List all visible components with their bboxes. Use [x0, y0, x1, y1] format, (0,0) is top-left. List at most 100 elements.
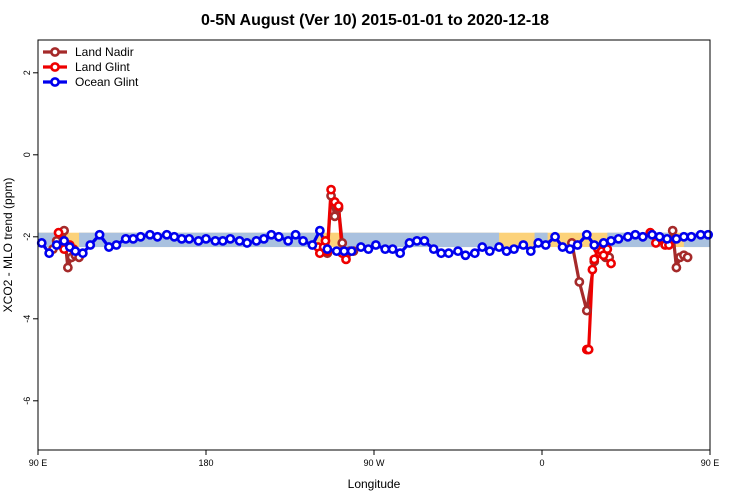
ocean-glint-point	[70, 246, 81, 257]
x-axis: 90 E 180 90 W 0 90 E	[29, 450, 720, 468]
ocean-glint-point	[572, 240, 583, 250]
land-nadir-point	[581, 305, 592, 316]
land-nadir-point	[667, 225, 678, 236]
ocean-glint-point	[193, 235, 204, 246]
y-tick-label: -2	[22, 233, 32, 241]
ocean-glint-point	[518, 240, 529, 250]
chart-title: 0-5N August (Ver 10) 2015-01-01 to 2020-…	[201, 12, 549, 29]
ocean-glint-point	[356, 242, 366, 252]
y-tick-label: 2	[22, 70, 32, 75]
y-tick-label: -4	[22, 315, 32, 323]
ocean-glint-point	[85, 240, 96, 250]
ocean-glint-point	[380, 244, 391, 254]
legend-land-glint-marker	[50, 62, 60, 72]
ocean-glint-point	[44, 248, 55, 259]
ocean-glint-point	[606, 235, 616, 246]
ocean-glint-point	[387, 244, 398, 254]
land-glint-point	[587, 264, 598, 275]
ocean-glint-point	[654, 231, 665, 242]
ocean-glint-point	[469, 248, 480, 259]
land-glint-point	[326, 184, 336, 195]
ocean-glint-point	[210, 235, 221, 246]
ocean-glint-point	[477, 242, 488, 252]
ocean-glint-point	[428, 244, 439, 254]
ocean-glint-point	[598, 238, 609, 248]
ocean-glint-point	[363, 244, 374, 254]
legend-ocean-glint-label: Ocean Glint	[75, 75, 139, 89]
legend-land-nadir-label: Land Nadir	[75, 45, 134, 59]
ocean-glint-point	[234, 235, 245, 246]
ocean-glint-point	[509, 244, 519, 254]
ocean-glint-point	[637, 231, 648, 242]
ocean-glint-point	[251, 235, 262, 246]
land-glint-point	[589, 254, 600, 265]
legend-land-glint-label: Land Glint	[75, 60, 130, 74]
ocean-glint-point	[436, 248, 447, 259]
ocean-glint-point	[419, 235, 430, 246]
land-nadir-point	[574, 276, 585, 287]
ocean-glint-point	[135, 231, 146, 242]
land-nadir-point	[329, 211, 340, 222]
x-axis-label: Longitude	[348, 477, 401, 491]
ocean-glint-point	[613, 233, 624, 244]
y-tick-label: 0	[22, 152, 32, 157]
ocean-glint-point	[565, 244, 575, 254]
series-lines	[40, 188, 709, 352]
ocean-glint-point	[703, 229, 714, 240]
y-tick-label: -6	[22, 397, 32, 405]
ocean-glint-point	[307, 240, 318, 250]
ocean-glint-point	[266, 229, 277, 240]
ocean-glint-point	[686, 231, 697, 242]
ocean-glint-point	[695, 229, 706, 240]
ocean-glint-point	[550, 231, 560, 242]
ocean-glint-point	[290, 229, 301, 240]
y-axis-label: XCO2 - MLO trend (ppm)	[1, 178, 15, 313]
x-tick-label: 90 E	[29, 458, 48, 468]
x-tick-label: 0	[539, 458, 544, 468]
legend-land-nadir-marker	[50, 47, 60, 57]
ocean-glint-point	[484, 246, 495, 257]
ocean-glint-point	[184, 233, 195, 244]
ocean-glint-point	[242, 238, 252, 248]
ocean-glint-point	[557, 242, 568, 252]
ocean-glint-point	[622, 231, 633, 242]
ocean-glint-point	[647, 229, 658, 240]
ocean-glint-point	[370, 240, 381, 250]
y-axis: 2 0 -2 -4 -6	[22, 70, 38, 405]
ocean-glint-point	[404, 238, 415, 248]
ocean-glint-point	[412, 235, 422, 246]
ocean-glint-point	[169, 231, 180, 242]
land-nadir-point	[682, 252, 693, 263]
ocean-glint-point	[460, 250, 471, 261]
ocean-glint-point	[176, 233, 187, 244]
ocean-glint-point	[111, 240, 122, 250]
ocean-glint-point	[671, 233, 682, 244]
series-points	[36, 184, 714, 355]
ocean-glint-point	[678, 231, 689, 242]
ocean-glint-point	[94, 229, 105, 240]
ocean-glint-point	[201, 233, 211, 244]
ocean-glint-point	[346, 246, 357, 257]
land-glint-point	[320, 235, 331, 246]
x-tick-label: 180	[198, 458, 213, 468]
ocean-glint-point	[501, 246, 512, 257]
ocean-glint-point	[217, 235, 228, 246]
ocean-glint-point	[443, 248, 454, 259]
land-nadir-point	[337, 238, 348, 248]
land-glint-point	[53, 227, 64, 238]
ocean-glint-point	[152, 231, 163, 242]
ocean-glint-point	[540, 240, 551, 250]
land-nadir-point	[62, 262, 73, 273]
ocean-glint-point	[77, 248, 88, 259]
ocean-glint-point	[395, 248, 406, 259]
ocean-glint-point	[314, 225, 325, 236]
land-glint-point	[333, 201, 344, 211]
ocean-glint-point	[494, 242, 504, 252]
land-glint-point	[341, 254, 351, 265]
x-tick-label: 90 E	[701, 458, 720, 468]
ocean-glint-point	[104, 242, 114, 252]
land-glint-point	[583, 344, 594, 355]
ocean-glint-point	[331, 246, 342, 257]
ocean-glint-point	[36, 238, 47, 248]
